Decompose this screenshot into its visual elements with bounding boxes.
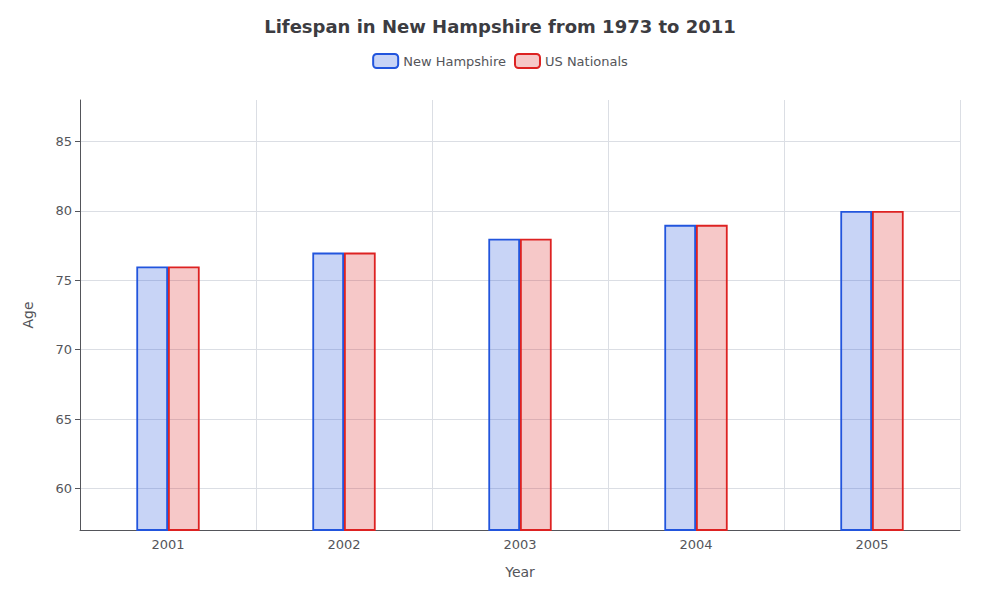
svg-text:65: 65 bbox=[55, 412, 72, 427]
svg-text:85: 85 bbox=[55, 134, 72, 149]
svg-text:75: 75 bbox=[55, 273, 72, 288]
svg-text:Year: Year bbox=[504, 564, 535, 580]
svg-text:2005: 2005 bbox=[855, 537, 888, 552]
svg-text:2001: 2001 bbox=[151, 537, 184, 552]
svg-text:2003: 2003 bbox=[503, 537, 536, 552]
svg-text:New Hampshire: New Hampshire bbox=[403, 54, 506, 69]
svg-text:Lifespan in New Hampshire from: Lifespan in New Hampshire from 1973 to 2… bbox=[264, 16, 736, 37]
svg-text:80: 80 bbox=[55, 203, 72, 218]
svg-text:2004: 2004 bbox=[679, 537, 712, 552]
svg-text:US Nationals: US Nationals bbox=[545, 54, 628, 69]
svg-text:2002: 2002 bbox=[327, 537, 360, 552]
svg-text:Age: Age bbox=[20, 301, 36, 328]
svg-text:70: 70 bbox=[55, 342, 72, 357]
svg-text:60: 60 bbox=[55, 481, 72, 496]
